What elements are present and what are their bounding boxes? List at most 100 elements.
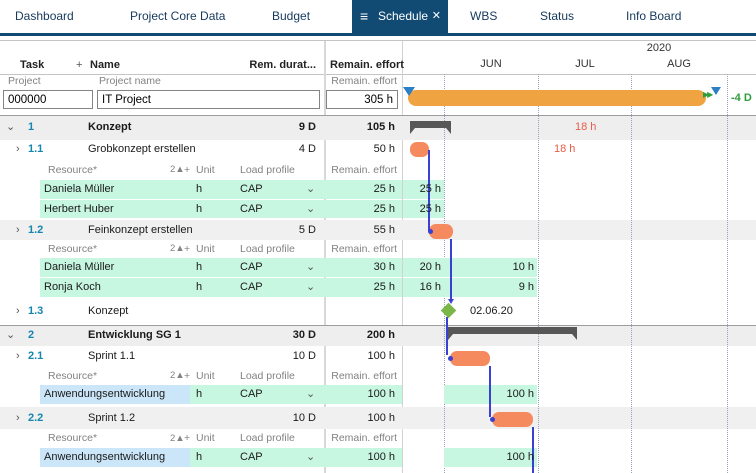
alloc-value[interactable]: 100 h xyxy=(506,451,534,463)
resource-cell[interactable] xyxy=(40,200,190,218)
col-header-name[interactable]: Name xyxy=(90,59,120,71)
expand-icon-task11[interactable]: › xyxy=(16,143,20,155)
task1-effort[interactable]: 105 h xyxy=(366,121,395,133)
load-profile-select[interactable]: CAP xyxy=(240,451,263,463)
load-cell[interactable] xyxy=(235,258,325,277)
tab-info-board[interactable]: Info Board xyxy=(626,9,682,23)
tab-budget[interactable]: Budget xyxy=(272,9,311,23)
task13-name[interactable]: Konzept xyxy=(88,305,129,317)
task21-gantt-bar[interactable] xyxy=(450,351,490,366)
effort-cell[interactable] xyxy=(325,448,402,467)
col-header-rem-effort[interactable]: Remain. effort xyxy=(330,59,404,71)
resource-effort[interactable]: 25 h xyxy=(373,183,395,195)
task12-duration[interactable]: 5 D xyxy=(298,224,316,236)
task11-name[interactable]: Grobkonzept erstellen xyxy=(88,143,196,155)
resource-name[interactable]: Anwendungsentwicklung xyxy=(44,451,166,463)
chevron-down-icon[interactable]: ⌄ xyxy=(306,203,316,215)
task12-name[interactable]: Feinkonzept erstellen xyxy=(88,224,193,236)
load-cell[interactable] xyxy=(235,385,325,404)
load-cell[interactable] xyxy=(235,448,325,467)
task12-gantt-bar[interactable] xyxy=(429,224,453,239)
resource-effort[interactable]: 30 h xyxy=(373,261,395,273)
load-cell[interactable] xyxy=(235,200,325,218)
close-tab-icon[interactable]: ✕ xyxy=(431,10,441,22)
chevron-down-icon[interactable]: ⌄ xyxy=(306,261,316,273)
col-header-rem-duration[interactable]: Rem. durat... xyxy=(249,59,316,71)
expand-icon-task22[interactable]: › xyxy=(16,412,20,424)
load-profile-select[interactable]: CAP xyxy=(240,203,263,215)
resource-effort[interactable]: 100 h xyxy=(367,451,395,463)
tab-wbs[interactable]: WBS xyxy=(470,9,498,23)
sort-indicator[interactable]: 2▲ xyxy=(170,370,185,381)
unit-cell[interactable] xyxy=(190,278,235,297)
add-resource-button[interactable]: + xyxy=(184,243,191,255)
project-effort-input[interactable] xyxy=(326,90,398,109)
expand-icon-task21[interactable]: › xyxy=(16,350,20,362)
task11-effort[interactable]: 50 h xyxy=(373,143,395,155)
collapse-icon-task1[interactable]: ⌄ xyxy=(6,121,16,133)
resource-effort[interactable]: 25 h xyxy=(373,281,395,293)
task1-name[interactable]: Konzept xyxy=(88,121,132,133)
unit-cell[interactable] xyxy=(190,385,235,404)
task1-summary-bar[interactable] xyxy=(410,121,451,134)
tab-dashboard[interactable]: Dashboard xyxy=(15,9,74,23)
col-header-task[interactable]: Task xyxy=(20,59,45,71)
alloc-value[interactable]: 25 h xyxy=(419,183,441,195)
task12-effort[interactable]: 55 h xyxy=(373,224,395,236)
expand-icon-task12[interactable]: › xyxy=(16,224,20,236)
load-profile-select[interactable]: CAP xyxy=(240,183,263,195)
effort-cell[interactable] xyxy=(325,258,402,277)
effort-cell[interactable] xyxy=(325,385,402,404)
effort-cell[interactable] xyxy=(325,180,402,199)
resource-cell[interactable] xyxy=(40,258,190,277)
resource-cell[interactable] xyxy=(40,180,190,199)
tab-status[interactable]: Status xyxy=(540,9,575,23)
task21-name[interactable]: Sprint 1.1 xyxy=(88,350,136,362)
alloc-cell[interactable] xyxy=(444,448,537,467)
load-profile-select[interactable]: CAP xyxy=(240,261,263,273)
effort-cell[interactable] xyxy=(325,278,402,297)
panel-separator[interactable] xyxy=(402,41,403,473)
alloc-cell[interactable] xyxy=(444,258,537,277)
add-resource-button[interactable]: + xyxy=(184,370,191,382)
resource-name[interactable]: Daniela Müller xyxy=(44,183,115,195)
task21-effort[interactable]: 100 h xyxy=(367,350,395,362)
alloc-value[interactable]: 25 h xyxy=(419,203,441,215)
resource-cell[interactable] xyxy=(40,385,190,404)
alloc-cell[interactable] xyxy=(403,278,444,297)
unit-cell[interactable] xyxy=(190,200,235,218)
chevron-down-icon[interactable]: ⌄ xyxy=(306,281,316,293)
sort-indicator[interactable]: 2▲ xyxy=(170,243,185,254)
project-name-input[interactable] xyxy=(97,90,320,109)
hamburger-menu-icon[interactable]: ≡ xyxy=(360,8,369,24)
task11-gantt-bar[interactable] xyxy=(410,142,429,157)
expand-icon-task13[interactable]: › xyxy=(16,305,20,317)
effort-cell[interactable] xyxy=(325,200,402,218)
collapse-icon-task2[interactable]: ⌄ xyxy=(6,329,16,341)
unit-cell[interactable] xyxy=(190,448,235,467)
sort-indicator[interactable]: 2▲ xyxy=(170,433,185,444)
task22-gantt-bar[interactable] xyxy=(492,412,533,427)
task22-effort[interactable]: 100 h xyxy=(367,412,395,424)
resource-name[interactable]: Daniela Müller xyxy=(44,261,115,273)
unit-cell[interactable] xyxy=(190,258,235,277)
resource-effort[interactable]: 25 h xyxy=(373,203,395,215)
task21-duration[interactable]: 10 D xyxy=(292,350,316,362)
task11-duration[interactable]: 4 D xyxy=(298,143,316,155)
task22-duration[interactable]: 10 D xyxy=(292,412,316,424)
chevron-down-icon[interactable]: ⌄ xyxy=(306,388,316,400)
resource-name[interactable]: Anwendungsentwicklung xyxy=(44,388,166,400)
add-resource-button[interactable]: + xyxy=(184,164,191,176)
tab-schedule[interactable]: ≡ Schedule ✕ xyxy=(352,0,448,33)
resource-cell[interactable] xyxy=(40,448,190,467)
task2-duration[interactable]: 30 D xyxy=(292,329,316,341)
resource-name[interactable]: Ronja Koch xyxy=(44,281,101,293)
load-cell[interactable] xyxy=(235,180,325,199)
alloc-value[interactable]: 16 h xyxy=(419,281,441,293)
add-column-button[interactable]: + xyxy=(76,59,83,71)
task2-name[interactable]: Entwicklung SG 1 xyxy=(88,329,181,341)
alloc-cell[interactable] xyxy=(403,180,444,199)
alloc-cell[interactable] xyxy=(403,258,444,277)
project-id-input[interactable] xyxy=(3,90,93,109)
task2-summary-bar[interactable] xyxy=(448,327,577,340)
